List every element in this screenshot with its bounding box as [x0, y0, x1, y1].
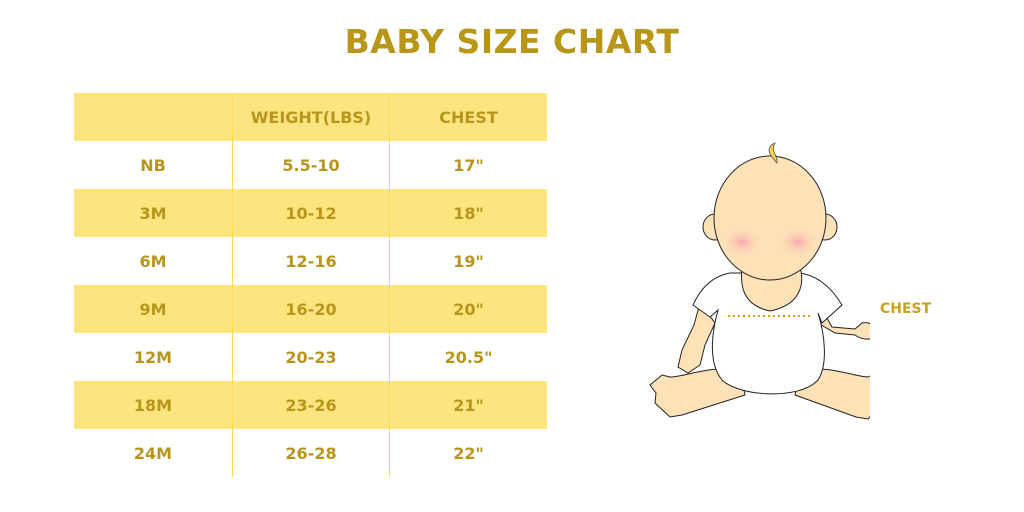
chest-cell: 21" — [389, 381, 547, 429]
header-chest: CHEST — [389, 93, 547, 141]
table-row: 6M 12-16 19" — [74, 237, 547, 285]
table-row: NB 5.5-10 17" — [74, 141, 547, 189]
weight-cell: 16-20 — [232, 285, 389, 333]
size-cell: NB — [140, 155, 166, 175]
chest-cell: 20.5" — [389, 333, 547, 381]
chest-cell: 20" — [389, 285, 547, 333]
chest-cell: 19" — [389, 237, 547, 285]
size-cell: 6M — [139, 251, 167, 271]
chest-cell: 17" — [389, 141, 547, 189]
table-row: 9M 16-20 20" — [74, 285, 547, 333]
table-row: 24M 26-28 22" — [74, 429, 547, 477]
size-cell: 3M — [139, 203, 167, 223]
weight-cell: 26-28 — [232, 429, 389, 477]
weight-cell: 5.5-10 — [232, 141, 389, 189]
weight-cell: 20-23 — [232, 333, 389, 381]
size-cell: 24M — [133, 443, 173, 463]
table-header-row: WEIGHT(LBS) CHEST — [74, 93, 547, 141]
size-cell: 12M — [133, 347, 173, 367]
baby-illustration — [649, 142, 870, 420]
table-row: 12M 20-23 20.5" — [74, 333, 547, 381]
chest-cell: 18" — [389, 189, 547, 237]
weight-cell: 12-16 — [232, 237, 389, 285]
page-title: BABY SIZE CHART — [344, 22, 680, 61]
header-weight: WEIGHT(LBS) — [232, 93, 389, 141]
table-row: 18M 23-26 21" — [74, 381, 547, 429]
weight-cell: 10-12 — [232, 189, 389, 237]
chest-label: CHEST — [880, 301, 932, 317]
size-table: WEIGHT(LBS) CHEST NB 5.5-10 17" 3M 10-12… — [74, 93, 547, 477]
weight-cell: 23-26 — [232, 381, 389, 429]
size-cell: 9M — [139, 299, 167, 319]
size-cell: 18M — [133, 395, 173, 415]
header-size — [74, 93, 232, 141]
hair-curl — [768, 142, 778, 164]
table-row: 3M 10-12 18" — [74, 189, 547, 237]
chest-cell: 22" — [389, 429, 547, 477]
